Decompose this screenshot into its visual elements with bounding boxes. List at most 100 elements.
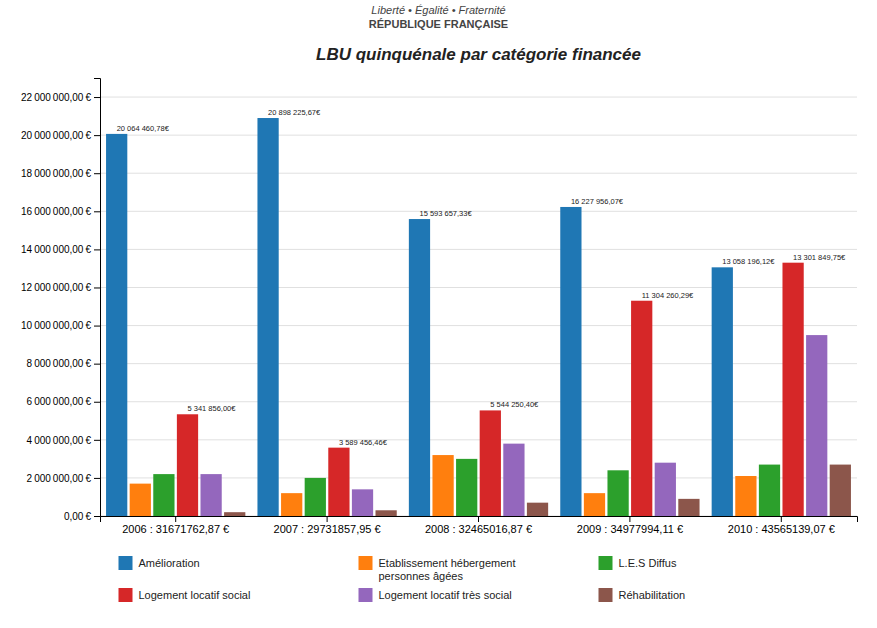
axis-line [101, 517, 858, 523]
tick-mark [629, 516, 630, 522]
bar [352, 489, 373, 516]
bar [432, 455, 453, 516]
tick-label: 2 000 000,00 € [27, 473, 92, 484]
tick: 2009 : 34977994,11 € [577, 516, 683, 535]
bar [153, 474, 174, 516]
data-labels: 20 064 460,78€20 898 225,67€15 593 657,3… [117, 108, 846, 447]
bar-series [106, 118, 733, 516]
bar [281, 493, 302, 516]
tick-mark [94, 287, 100, 288]
data-label: 3 589 456,46€ [339, 438, 388, 447]
tick-label: 8 000 000,00 € [27, 358, 92, 369]
bar [678, 499, 699, 516]
bar [409, 219, 430, 516]
grid-line [100, 135, 857, 136]
legend-swatch [359, 556, 373, 570]
tick-mark [94, 478, 100, 479]
bar [503, 444, 524, 516]
bar [607, 470, 628, 516]
tick-mark [781, 516, 782, 522]
tick-label: 10 000 000,00 € [21, 320, 91, 331]
tick-label: 16 000 000,00 € [21, 206, 91, 217]
grid-line [100, 173, 857, 174]
bar [830, 465, 851, 516]
grid-line [100, 249, 857, 250]
legend-item: Logement locatif très social [359, 588, 512, 602]
legend-label: Amélioration [139, 557, 200, 569]
legend-item: L.E.S Diffus [599, 556, 677, 570]
grid-line [100, 97, 857, 98]
data-label: 13 058 196,12€ [722, 257, 775, 266]
grid-line [100, 287, 857, 288]
tick: 4 000 000,00 € [27, 435, 100, 446]
tick: 16 000 000,00 € [21, 206, 100, 217]
bar [712, 267, 733, 516]
grid-line [100, 363, 857, 364]
tick-label: 4 000 000,00 € [27, 435, 92, 446]
tick-label: 2007 : 29731857,95 € [274, 523, 381, 535]
legend-swatch [119, 556, 133, 570]
legend-item: Logement locatif social [119, 588, 251, 602]
legend-label: Etablissement hébergementpersonnes âgées [379, 557, 516, 582]
tick-label: 12 000 000,00 € [21, 282, 91, 293]
tick-mark [94, 249, 100, 250]
grid-line [100, 325, 857, 326]
legend-swatch [359, 588, 373, 602]
bars [106, 118, 851, 516]
tick-mark [94, 97, 100, 98]
bar [224, 512, 245, 516]
tick: 14 000 000,00 € [21, 244, 100, 255]
tick-mark [94, 173, 100, 174]
tick-label: 14 000 000,00 € [21, 244, 91, 255]
grid [100, 97, 857, 516]
bar-series [153, 459, 780, 516]
legend-item: Etablissement hébergementpersonnes âgées [359, 556, 516, 582]
tick: 6 000 000,00 € [27, 396, 100, 407]
bar [257, 118, 278, 516]
bar [456, 459, 477, 516]
tick: 10 000 000,00 € [21, 320, 100, 331]
tick: 2007 : 29731857,95 € [274, 516, 381, 535]
tick: 2006 : 31671762,87 € [122, 516, 229, 535]
tick: 20 000 000,00 € [21, 130, 100, 141]
bar [782, 263, 803, 516]
bar [631, 301, 652, 516]
data-label: 13 301 849,75€ [793, 253, 846, 262]
bar [106, 134, 127, 516]
annotation: RÉPUBLIQUE FRANÇAISE [369, 18, 508, 30]
tick-mark [94, 135, 100, 136]
legend-swatch [119, 588, 133, 602]
tick-mark [94, 326, 100, 327]
tick-mark [94, 440, 100, 441]
bar-series [200, 335, 827, 516]
data-label: 20 898 225,67€ [268, 108, 321, 117]
tick: 2008 : 32465016,87 € [425, 516, 532, 535]
axis-line [94, 79, 101, 517]
tick-mark [94, 364, 100, 365]
grid-line [100, 401, 857, 402]
data-label: 5 544 250,40€ [490, 400, 539, 409]
tick-label: 0,00 € [64, 511, 91, 522]
tick: 2010 : 43565139,07 € [728, 516, 835, 535]
bar [328, 448, 349, 516]
bar [527, 503, 548, 516]
tick-label: 18 000 000,00 € [21, 168, 91, 179]
tick-label: 2008 : 32465016,87 € [425, 523, 532, 535]
data-label: 5 341 856,00€ [188, 404, 237, 413]
bar [375, 510, 396, 516]
bar [200, 474, 221, 516]
legend-swatch [599, 556, 613, 570]
grid-line [100, 439, 857, 440]
bar [735, 476, 756, 516]
y-axis: 0,00 € 2 000 000,00 € 4 000 000,00 € 6 000 … [21, 79, 100, 522]
data-label: 16 227 956,07€ [571, 197, 624, 206]
data-label: 20 064 460,78€ [117, 124, 170, 133]
tick-label: 6 000 000,00 € [27, 396, 92, 407]
bar [480, 410, 501, 516]
bar [584, 493, 605, 516]
x-axis: 2006 : 31671762,87 € 2007 : 29731857,95 €… [101, 516, 858, 535]
tick-mark [175, 516, 176, 522]
legend-label: Logement locatif très social [379, 589, 512, 601]
tick-label: 2009 : 34977994,11 € [577, 523, 683, 535]
legend-label: Réhabilitation [619, 589, 686, 601]
